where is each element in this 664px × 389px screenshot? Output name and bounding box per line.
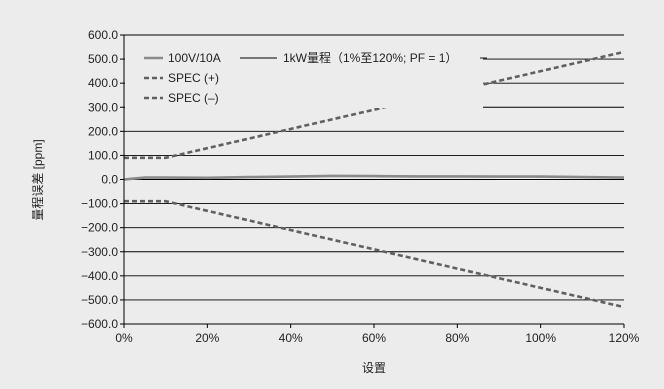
chart-title: 1kW量程（1%至120%; PF = 1） xyxy=(283,50,457,65)
x-tick-label: 60% xyxy=(362,331,386,345)
y-tick-label: −600.0 xyxy=(81,317,118,331)
y-tick-label: 100.0 xyxy=(88,148,118,162)
y-tick-label: 300.0 xyxy=(88,100,118,114)
x-tick-label: 120% xyxy=(609,331,640,345)
legend: 100V/10A SPEC (+) SPEC (–) xyxy=(125,42,487,108)
legend-label-100v-10a: 100V/10A xyxy=(168,51,221,65)
x-tick-label: 20% xyxy=(195,331,219,345)
y-tick-label: −400.0 xyxy=(81,269,118,283)
y-tick-label: 600.0 xyxy=(88,28,118,42)
y-tick-label: −200.0 xyxy=(81,221,118,235)
x-tick-label: 80% xyxy=(445,331,469,345)
y-axis-title: 量程误差 [ppm] xyxy=(30,139,45,220)
series-line-100v-10a xyxy=(123,174,625,181)
y-tick-label: 400.0 xyxy=(88,76,118,90)
y-tick-label: 0.0 xyxy=(101,173,118,187)
x-tick-label: 40% xyxy=(279,331,303,345)
legend-label-spec: SPEC (–) xyxy=(168,91,219,105)
y-tick-label: −300.0 xyxy=(81,245,118,259)
axes xyxy=(120,34,625,328)
x-tick-label: 100% xyxy=(525,331,556,345)
series-line-spec xyxy=(124,199,625,309)
y-tick-label: 500.0 xyxy=(88,52,118,66)
y-tick-label: 200.0 xyxy=(88,124,118,138)
legend-background xyxy=(125,42,483,108)
y-tick-label: −100.0 xyxy=(81,197,118,211)
y-tick-labels: 600.0 500.0 400.0 300.0 200.0 100.0 0.0 −100.0 −… xyxy=(81,28,118,331)
x-axis-title: 设置 xyxy=(362,361,386,375)
legend-label-spec: SPEC (+) xyxy=(168,71,219,85)
y-tick-label: −500.0 xyxy=(81,293,118,307)
x-tick-labels: 0% 20% 40% 60% 80% 100% 120% xyxy=(115,331,639,345)
x-tick-label: 0% xyxy=(115,331,133,345)
